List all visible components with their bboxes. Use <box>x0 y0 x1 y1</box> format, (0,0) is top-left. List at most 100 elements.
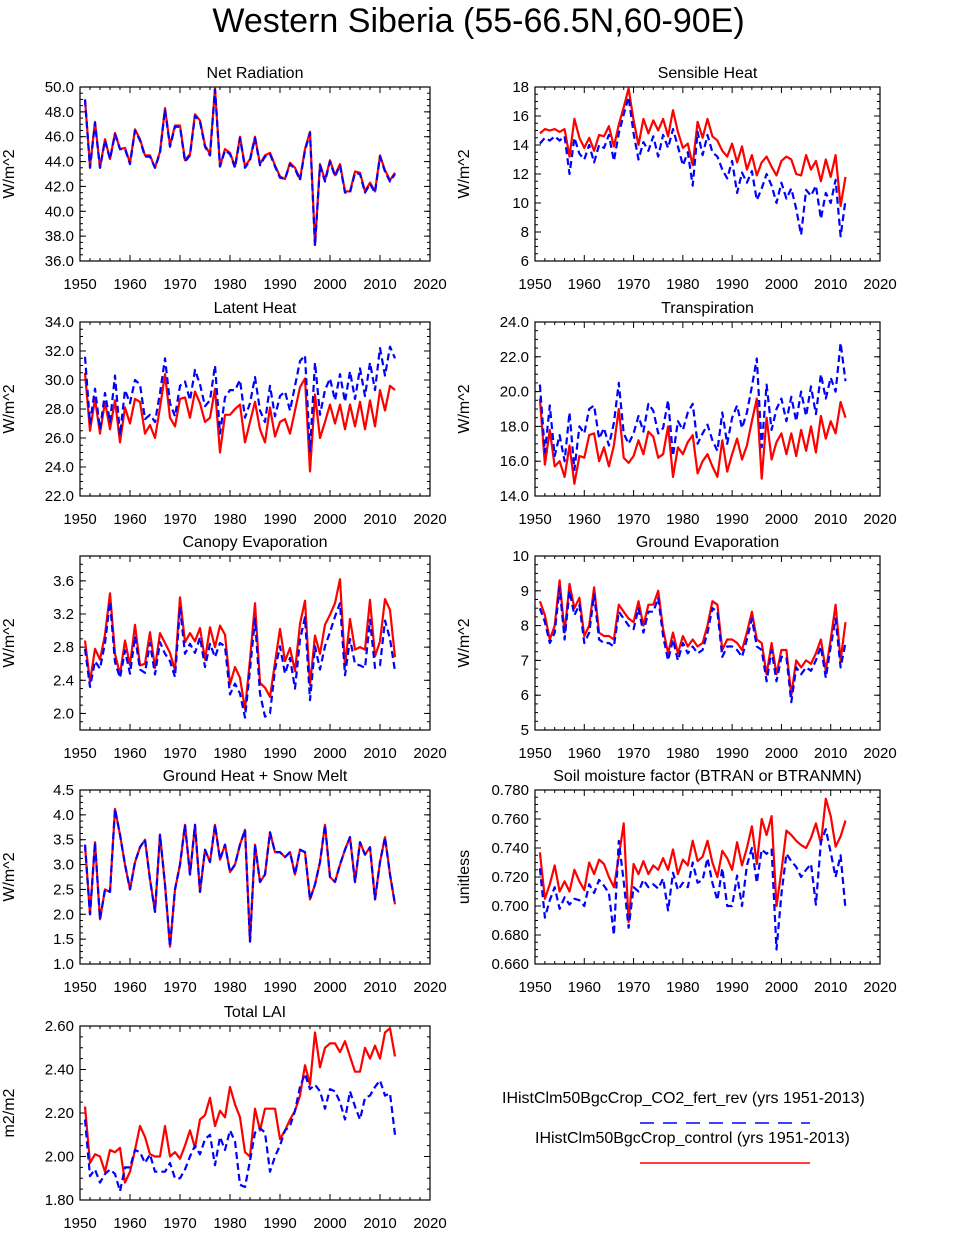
series-line-co2-fert-rev <box>538 341 847 471</box>
y-tick-label: 20.0 <box>500 384 529 401</box>
y-tick-label: 4.5 <box>53 782 74 799</box>
x-tick-label: 2020 <box>863 745 896 762</box>
x-tick-label: 1990 <box>715 276 748 293</box>
y-tick-label: 46.0 <box>45 129 74 146</box>
series-line-co2-fert-rev <box>83 88 396 248</box>
x-tick-label: 1990 <box>715 745 748 762</box>
y-tick-label: 40.0 <box>45 203 74 220</box>
x-tick-label: 2010 <box>814 511 847 528</box>
legend-entry-co2-fert-rev: IHistClm50BgcCrop_CO2_fert_rev (yrs 1951… <box>502 1090 865 1108</box>
panel-title: Transpiration <box>661 300 754 317</box>
plot-frame <box>534 86 881 262</box>
x-tick-label: 1980 <box>213 745 246 762</box>
x-tick-label: 1960 <box>113 276 146 293</box>
series-line-co2-fert-rev <box>538 586 847 704</box>
panel-3: Transpiration W/m^2 1950 1960 1970 1980 1990 20… <box>456 300 897 528</box>
y-tick-label: 10 <box>512 548 529 565</box>
x-tick-label: 2000 <box>765 276 798 293</box>
x-tick-label: 1990 <box>715 979 748 996</box>
series-line-control <box>539 87 847 207</box>
y-axis-label: W/m^2 <box>1 618 18 667</box>
x-tick-label: 1990 <box>263 1215 296 1232</box>
x-tick-label: 1980 <box>666 276 699 293</box>
y-tick-label: 18 <box>512 79 529 96</box>
panel-1: Sensible Heat W/m^2 1950 1960 1970 1980 1990 20… <box>456 65 897 293</box>
y-tick-label: 1.0 <box>53 956 74 973</box>
x-tick-label: 2010 <box>363 1215 396 1232</box>
y-tick-label: 28.0 <box>45 401 74 418</box>
y-tick-label: 1.5 <box>53 931 74 948</box>
y-tick-label: 0.660 <box>491 956 529 973</box>
series-line-control <box>83 372 396 473</box>
x-tick-label: 2010 <box>363 276 396 293</box>
panel-4: Canopy Evaporation W/m^2 1950 1960 1970 1980 1… <box>1 534 447 762</box>
x-tick-label: 1970 <box>163 745 196 762</box>
figure-title: Western Siberia (55-66.5N,60-90E) <box>212 2 745 40</box>
y-tick-label: 22.0 <box>45 488 74 505</box>
x-tick-label: 2000 <box>313 745 346 762</box>
x-tick-label: 1970 <box>163 276 196 293</box>
y-tick-label: 14.0 <box>500 488 529 505</box>
x-tick-label: 2010 <box>363 511 396 528</box>
y-tick-label: 1.80 <box>45 1192 74 1209</box>
x-tick-label: 1950 <box>63 1215 96 1232</box>
series-line-control <box>538 397 847 485</box>
panel-title: Sensible Heat <box>658 65 758 82</box>
y-tick-label: 3.5 <box>53 832 74 849</box>
legend-entry-control: IHistClm50BgcCrop_control (yrs 1951-2013… <box>535 1130 850 1148</box>
x-tick-label: 1960 <box>568 979 601 996</box>
x-tick-label: 1970 <box>617 979 650 996</box>
y-tick-label: 2.4 <box>53 672 74 689</box>
panel-0: Net Radiation W/m^2 1950 1960 1970 1980 1990 20… <box>1 65 447 293</box>
panel-title: Total LAI <box>224 1004 286 1021</box>
y-axis-label: W/m^2 <box>1 384 18 433</box>
y-tick-label: 32.0 <box>45 343 74 360</box>
y-tick-label: 7 <box>521 652 529 669</box>
y-tick-label: 3.2 <box>53 606 74 623</box>
x-tick-label: 1970 <box>617 276 650 293</box>
x-tick-label: 2020 <box>413 745 446 762</box>
series-line-control <box>83 87 396 246</box>
x-tick-label: 2000 <box>313 979 346 996</box>
x-tick-label: 2020 <box>863 276 896 293</box>
panel-title: Latent Heat <box>214 300 297 317</box>
y-tick-label: 0.700 <box>491 898 529 915</box>
x-tick-label: 1990 <box>263 511 296 528</box>
x-tick-label: 2010 <box>814 276 847 293</box>
y-tick-label: 26.0 <box>45 430 74 447</box>
y-tick-label: 24.0 <box>500 314 529 331</box>
x-tick-label: 1960 <box>113 511 146 528</box>
plot-frame <box>534 321 881 497</box>
x-tick-label: 2020 <box>413 276 446 293</box>
x-tick-label: 2020 <box>863 979 896 996</box>
panel-title: Soil moisture factor (BTRAN or BTRANMN) <box>553 768 862 785</box>
series-line-co2-fert-rev <box>539 95 847 238</box>
legend-label: IHistClm50BgcCrop_CO2_fert_rev (yrs 1951… <box>502 1090 865 1107</box>
y-tick-label: 4.0 <box>53 807 74 824</box>
x-tick-label: 2010 <box>363 745 396 762</box>
y-tick-label: 6 <box>521 253 529 270</box>
x-tick-label: 1980 <box>213 979 246 996</box>
y-axis-label: W/m^2 <box>1 149 18 198</box>
x-tick-label: 1970 <box>617 745 650 762</box>
x-tick-label: 1950 <box>518 511 551 528</box>
y-tick-label: 16.0 <box>500 453 529 470</box>
series-line-control <box>83 578 397 711</box>
x-tick-label: 1970 <box>617 511 650 528</box>
y-axis-label: W/m^2 <box>1 852 18 901</box>
panel-8: Total LAI m2/m2 1950 1960 1970 1980 1990 2000 20… <box>1 1004 447 1232</box>
y-tick-label: 0.740 <box>491 840 529 857</box>
x-tick-label: 2020 <box>413 511 446 528</box>
x-tick-label: 2020 <box>413 1215 446 1232</box>
y-tick-label: 2.0 <box>53 906 74 923</box>
x-tick-label: 2000 <box>765 745 798 762</box>
panel-6: Ground Heat + Snow Melt W/m^2 1950 1960 1970… <box>1 768 447 996</box>
y-tick-label: 16 <box>512 108 529 125</box>
series-line-control <box>83 1027 397 1184</box>
x-tick-label: 1980 <box>666 979 699 996</box>
x-tick-label: 1960 <box>113 1215 146 1232</box>
panel-title: Ground Evaporation <box>636 534 779 551</box>
y-tick-label: 8 <box>521 224 529 241</box>
y-tick-label: 2.40 <box>45 1062 74 1079</box>
